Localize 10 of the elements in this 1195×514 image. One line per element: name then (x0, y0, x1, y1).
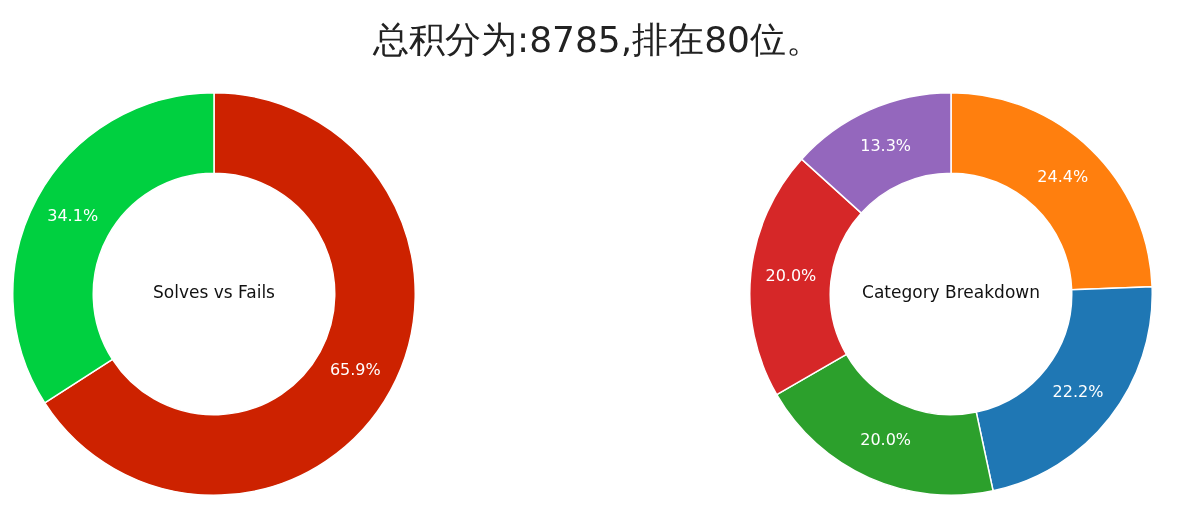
data-label: 34.1% (47, 206, 99, 226)
data-label: 20.0% (765, 266, 817, 286)
text: Solves vs Fails (153, 282, 276, 303)
data-label: 65.9% (329, 360, 381, 380)
data-label: 22.2% (1052, 382, 1104, 402)
text: 总积分为:8785,排在80位。 (372, 18, 823, 62)
text: Category Breakdown (862, 282, 1040, 303)
data-label: 20.0% (860, 430, 912, 450)
data-label: 24.4% (1037, 167, 1089, 187)
data-label: 13.3% (860, 136, 912, 156)
